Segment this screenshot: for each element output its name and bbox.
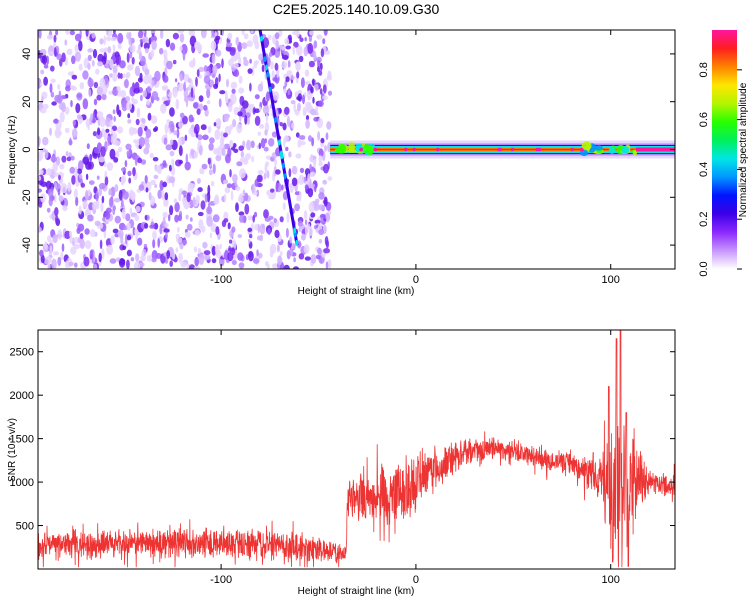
snr-ytick-label: 1000: [10, 477, 34, 489]
snr-axes: -100 0 100 500 1000 1500 2000 2500: [10, 330, 675, 586]
snr-content: [38, 330, 675, 568]
snr-frame: [37, 329, 676, 570]
colorbar: 0.0 0.2 0.4 0.6 0.8 Normalized spectral ampl…: [698, 30, 749, 277]
spec-ytick-label: -20: [21, 189, 33, 205]
snr-ytick-label: 2500: [10, 347, 34, 359]
colorbar-gradient: [712, 30, 737, 269]
spectrogram-ylabel: Frequency (Hz): [7, 116, 18, 185]
spec-xtick-label: -100: [210, 274, 232, 286]
colorbar-tick-label: 0.0: [698, 261, 710, 276]
colorbar-tick-label: 0.8: [698, 62, 710, 77]
snr-ytick-label: 500: [16, 521, 34, 533]
spec-ytick-label: 0: [21, 146, 33, 152]
spectrogram-panel: -100 0 100 -40 -20 0 20 40 Height of straight l…: [7, 29, 676, 297]
colorbar-label: Normalized spectral amplitude: [738, 82, 749, 217]
spec-xtick-label: 100: [602, 274, 620, 286]
colorbar-tick-label: 0.4: [698, 162, 710, 177]
spec-ytick-label: 20: [21, 96, 33, 108]
snr-ytick-label: 2000: [10, 390, 34, 402]
spec-ytick-label: -40: [21, 237, 33, 253]
spectrogram-axes: -100 0 100 -40 -20 0 20 40: [21, 30, 675, 286]
spectrogram-xlabel: Height of straight line (km): [298, 286, 415, 297]
figure-title: C2E5.2025.140.10.09.G30: [273, 1, 440, 17]
snr-series-line: [38, 330, 675, 568]
snr-ytick-label: 1500: [10, 434, 34, 446]
colorbar-tick-label: 0.6: [698, 112, 710, 127]
snr-xtick-label: 100: [602, 574, 620, 586]
snr-background: [38, 330, 675, 569]
snr-xtick-label: 0: [413, 574, 419, 586]
spec-xtick-label: 0: [413, 274, 419, 286]
spectrogram-content: [38, 30, 675, 269]
colorbar-tick-label: 0.2: [698, 212, 710, 227]
snr-xlabel: Height of straight line (km): [298, 586, 415, 597]
spec-ytick-label: 40: [21, 48, 33, 60]
colorbar-axes: 0.0 0.2 0.4 0.6 0.8: [698, 62, 742, 277]
snr-panel: -100 0 100 500 1000 1500 2000 2500 Height of st…: [7, 329, 676, 597]
snr-ylabel: SNR (10 * v/v): [7, 418, 18, 482]
snr-xtick-label: -100: [210, 574, 232, 586]
